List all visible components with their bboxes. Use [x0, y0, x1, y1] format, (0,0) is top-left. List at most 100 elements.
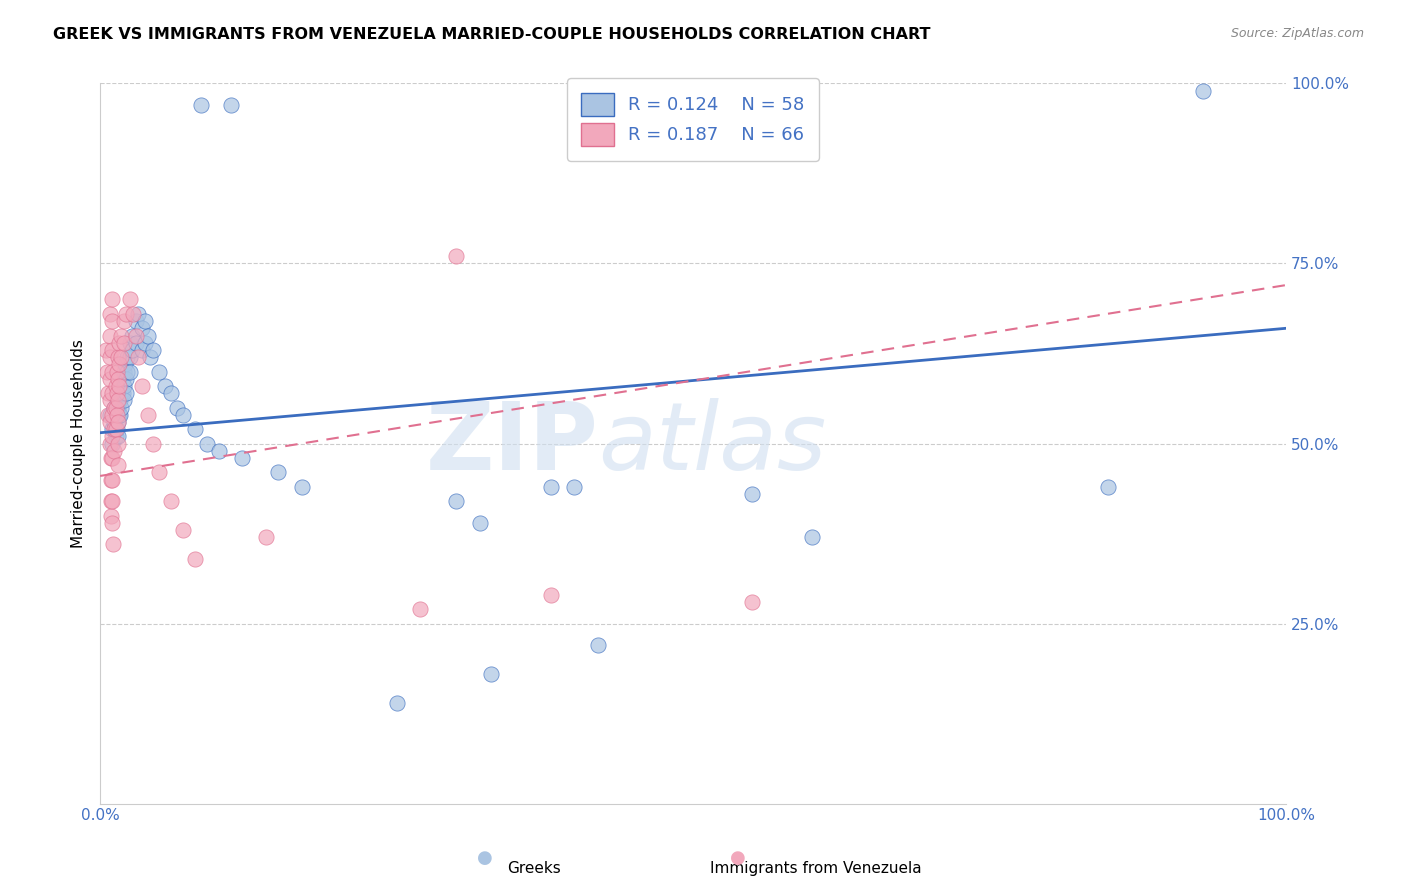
Point [1097, 480, 1119, 494]
Point [105, 386, 128, 401]
Point [125, 335, 148, 350]
Point [111, 386, 134, 401]
Point [94, 343, 117, 357]
Point [105, 364, 128, 378]
Point [104, 422, 127, 436]
Point [118, 293, 141, 307]
Point [127, 307, 149, 321]
Point [108, 335, 131, 350]
Point [100, 508, 122, 523]
Point [98, 393, 121, 408]
Point [98, 436, 121, 450]
Point [125, 314, 148, 328]
Point [121, 328, 143, 343]
Point [101, 436, 124, 450]
Point [101, 494, 124, 508]
Point [409, 602, 432, 616]
Point [107, 393, 129, 408]
Y-axis label: Married-couple Households: Married-couple Households [72, 339, 86, 548]
Point [155, 379, 177, 393]
Point [101, 386, 124, 401]
Point [101, 429, 124, 443]
Point [254, 530, 277, 544]
Point [444, 494, 467, 508]
Legend: R = 0.124    N = 58, R = 0.187    N = 66: R = 0.124 N = 58, R = 0.187 N = 66 [567, 78, 820, 161]
Point [101, 537, 124, 551]
Point [564, 480, 586, 494]
Point [108, 357, 131, 371]
Point [190, 98, 212, 112]
Point [112, 393, 135, 408]
Point [540, 480, 562, 494]
Point [267, 466, 290, 480]
Point [134, 335, 156, 350]
Point [291, 480, 314, 494]
Point [101, 450, 124, 465]
Point [108, 379, 131, 393]
Point [142, 343, 165, 357]
Point [103, 422, 125, 436]
Point [103, 443, 125, 458]
Text: Source: ZipAtlas.com: Source: ZipAtlas.com [1230, 27, 1364, 40]
Point [105, 408, 128, 422]
Point [100, 494, 122, 508]
Point [103, 401, 125, 415]
Point [231, 450, 253, 465]
Point [107, 350, 129, 364]
Point [98, 408, 121, 422]
Point [139, 350, 162, 364]
Point [98, 372, 121, 386]
Point [98, 350, 121, 364]
Point [136, 408, 159, 422]
Point [101, 343, 124, 357]
Point [110, 393, 132, 408]
Point [385, 696, 408, 710]
Point [1192, 84, 1215, 98]
Point [112, 364, 135, 378]
Text: ZIP: ZIP [425, 398, 598, 490]
Point [160, 494, 183, 508]
Point [98, 307, 121, 321]
Point [101, 408, 124, 422]
Point [101, 364, 124, 378]
Point [131, 343, 153, 357]
Point [104, 379, 127, 393]
Point [117, 364, 139, 378]
Point [114, 357, 136, 371]
Point [115, 372, 138, 386]
Point [101, 473, 124, 487]
Point [136, 328, 159, 343]
Point [127, 350, 149, 364]
Point [96, 364, 118, 378]
Point [107, 436, 129, 450]
Point [107, 458, 129, 472]
Point [118, 364, 141, 378]
Point [107, 386, 129, 401]
Point [101, 314, 124, 328]
Point [98, 328, 121, 343]
Point [104, 429, 127, 443]
Text: ●: ● [730, 849, 747, 867]
Point [97, 408, 120, 422]
Point [540, 588, 562, 602]
Point [741, 595, 763, 609]
Point [142, 436, 165, 450]
Point [131, 321, 153, 335]
Point [468, 516, 491, 530]
Point [107, 415, 129, 429]
Point [121, 343, 143, 357]
Point [115, 307, 138, 321]
Point [219, 98, 242, 112]
Point [111, 372, 134, 386]
Point [118, 350, 141, 364]
Point [110, 328, 132, 343]
Point [110, 408, 132, 422]
Text: GREEK VS IMMIGRANTS FROM VENEZUELA MARRIED-COUPLE HOUSEHOLDS CORRELATION CHART: GREEK VS IMMIGRANTS FROM VENEZUELA MARRI… [53, 27, 931, 42]
Point [122, 307, 145, 321]
Point [110, 401, 132, 415]
Text: ●: ● [477, 849, 494, 867]
Point [110, 379, 132, 393]
Point [101, 293, 124, 307]
Text: Immigrants from Venezuela: Immigrants from Venezuela [710, 861, 921, 876]
Point [104, 401, 127, 415]
